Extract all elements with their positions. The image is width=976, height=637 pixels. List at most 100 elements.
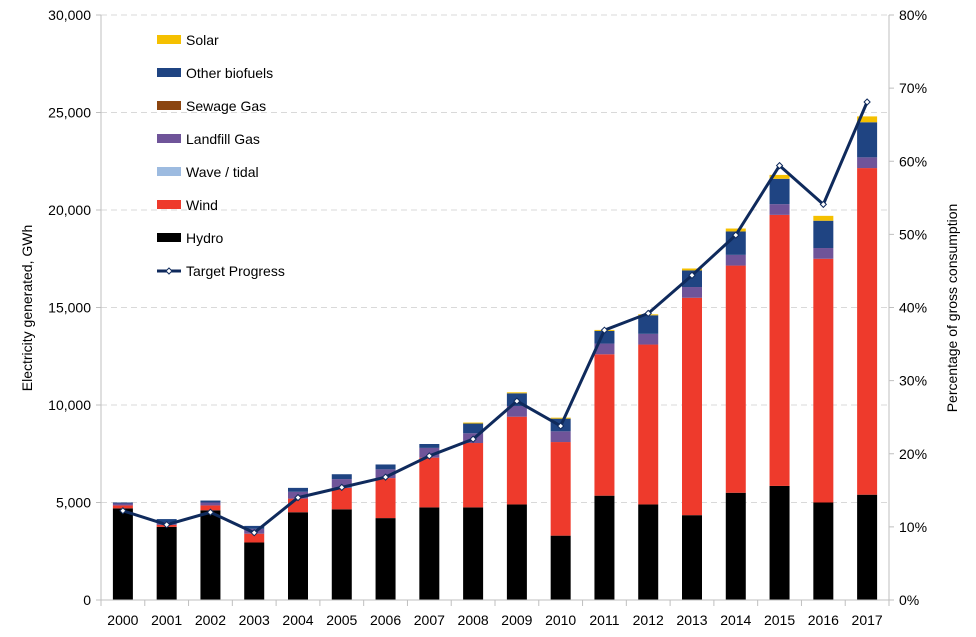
bar-segment-wind — [594, 354, 615, 496]
legend-label: Wind — [186, 197, 218, 213]
legend-label: Wave / tidal — [186, 164, 259, 180]
target-progress-point — [556, 422, 565, 430]
target-progress-point — [600, 326, 609, 334]
bar-segment-other-biofuels — [857, 122, 878, 158]
bar-segment-solar — [682, 268, 702, 271]
bar-segment-solar — [463, 422, 484, 424]
bar-segment-hydro — [244, 542, 265, 600]
legend-swatch — [157, 101, 181, 110]
y-axis-title: Electricity generated, GWh — [19, 225, 35, 392]
y-tick-label: 20,000 — [48, 202, 91, 218]
bar-segment-hydro — [419, 507, 440, 600]
x-tick-label: 2017 — [852, 612, 883, 628]
target-progress-point — [425, 452, 434, 460]
bar-segment-hydro — [375, 518, 396, 600]
bar-segment-other-biofuels — [638, 315, 659, 334]
bar-segment-landfill-gas — [200, 502, 221, 506]
x-tick-label: 2010 — [545, 612, 576, 628]
target-progress-point — [119, 507, 127, 515]
legend-swatch — [157, 233, 181, 242]
legend-label: Target Progress — [186, 263, 285, 279]
bar-segment-landfill-gas — [594, 343, 615, 355]
bar-segment-solar — [813, 215, 834, 221]
y2-tick-label: 20% — [899, 446, 927, 462]
bar-segment-landfill-gas — [506, 405, 527, 417]
target-progress-point — [819, 200, 828, 209]
bar-segment-solar — [857, 116, 878, 123]
x-tick-label: 2002 — [195, 612, 226, 628]
tick-labels: 0 5,000 10,000 15,000 20,000 25,000 30,000 0% 10… — [48, 7, 927, 628]
legend: Solar Other biofuels Sewage Gas Landfill Ga… — [157, 32, 285, 279]
bar-segment-hydro — [638, 504, 659, 600]
bar-segment-other-biofuels — [288, 487, 308, 492]
x-tick-label: 2003 — [239, 612, 270, 628]
bar-segment-other-biofuels — [419, 444, 440, 448]
y2-tick-label: 50% — [899, 226, 927, 242]
bar-segment-wind — [857, 168, 878, 495]
legend-label: Landfill Gas — [186, 131, 260, 147]
bar-segment-hydro — [463, 507, 484, 600]
y-tick-label: 5,000 — [56, 495, 91, 511]
legend-swatch — [157, 134, 181, 143]
gridlines — [101, 14, 889, 503]
legend-line-marker — [165, 267, 173, 275]
stacked-bars — [112, 116, 878, 600]
bar-segment-wind — [419, 457, 440, 508]
x-tick-label: 2007 — [414, 612, 445, 628]
target-progress-point — [644, 309, 652, 318]
target-progress-point — [863, 98, 871, 106]
bar-segment-other-biofuels — [463, 423, 484, 434]
x-tick-label: 2015 — [764, 612, 795, 628]
target-progress-point — [338, 483, 346, 492]
bar-segment-other-biofuels — [725, 231, 746, 255]
bar-segment-other-biofuels — [769, 178, 790, 205]
x-tick-label: 2004 — [282, 612, 313, 628]
bar-segment-wind — [506, 416, 527, 505]
x-tick-label: 2009 — [501, 612, 532, 628]
y-tick-label: 15,000 — [48, 300, 91, 316]
bar-segment-wind — [112, 505, 133, 509]
bar-segment-hydro — [331, 509, 352, 600]
x-tick-label: 2011 — [589, 612, 619, 628]
bar-segment-hydro — [682, 515, 702, 600]
x-tick-label: 2014 — [720, 612, 751, 628]
legend-label: Hydro — [186, 230, 224, 246]
bar-segment-wind — [682, 297, 702, 516]
target-progress-point — [469, 435, 477, 443]
bar-segment-solar — [769, 174, 790, 179]
legend-label: Solar — [186, 32, 219, 48]
bar-segment-hydro — [288, 512, 308, 600]
target-progress-line — [119, 98, 871, 537]
legend-swatch — [157, 68, 181, 77]
bar-segment-hydro — [506, 504, 527, 600]
x-tick-label: 2005 — [326, 612, 357, 628]
legend-label: Other biofuels — [186, 65, 273, 81]
legend-label: Sewage Gas — [186, 98, 266, 114]
bar-segment-landfill-gas — [769, 204, 790, 215]
legend-swatch — [157, 35, 181, 44]
y2-tick-label: 70% — [899, 80, 927, 96]
bar-segment-hydro — [725, 492, 746, 600]
y-tick-label: 30,000 — [48, 7, 91, 23]
bar-segment-wind — [725, 265, 746, 493]
y2-tick-label: 10% — [899, 519, 927, 535]
x-tick-label: 2000 — [107, 612, 138, 628]
bar-segment-wind — [200, 505, 221, 511]
bar-segment-landfill-gas — [682, 287, 702, 298]
bar-segment-landfill-gas — [813, 248, 834, 259]
bar-segment-other-biofuels — [375, 464, 396, 470]
bar-segment-landfill-gas — [112, 503, 133, 506]
bar-segment-wind — [813, 258, 834, 503]
bar-segment-solar — [506, 392, 527, 394]
target-progress-point — [206, 508, 215, 516]
bar-segment-wind — [244, 533, 265, 543]
target-progress-point — [381, 473, 390, 481]
legend-swatch — [157, 200, 181, 209]
x-tick-label: 2013 — [676, 612, 707, 628]
bar-segment-solar — [725, 228, 746, 232]
bar-segment-landfill-gas — [331, 479, 352, 488]
bar-segment-hydro — [156, 526, 177, 600]
bar-segment-wind — [463, 443, 484, 508]
bar-segment-landfill-gas — [550, 431, 571, 443]
